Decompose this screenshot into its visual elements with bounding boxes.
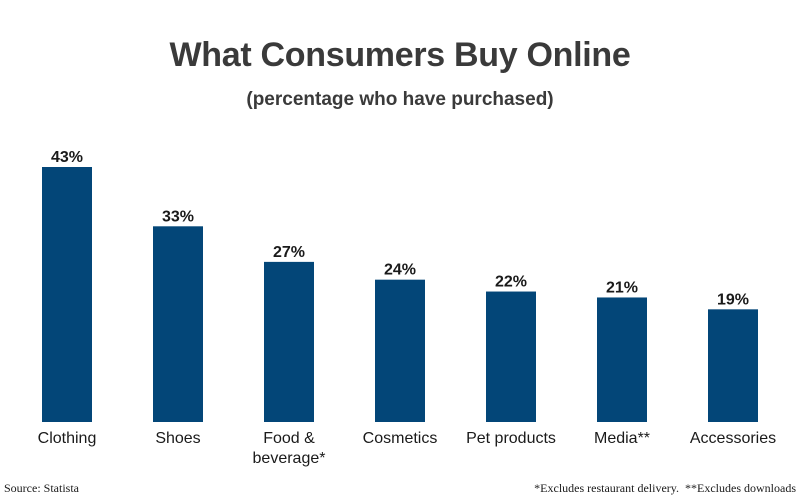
value-label-4: 22%: [495, 274, 527, 291]
category-label-2: Food & beverage*: [253, 430, 326, 467]
bar-0: [42, 167, 92, 422]
bar-6: [708, 309, 758, 422]
category-label-3: Cosmetics: [363, 430, 438, 447]
bar-2: [264, 261, 314, 422]
value-label-6: 19%: [717, 291, 749, 308]
category-label-5: Media**: [594, 430, 650, 447]
bar-1: [153, 226, 203, 422]
bar-4: [486, 291, 536, 422]
value-label-3: 24%: [384, 262, 416, 279]
chart-title: What Consumers Buy Online: [169, 36, 631, 74]
bar-3: [375, 279, 425, 422]
footnotes: *Excludes restaurant delivery. **Exclude…: [534, 481, 796, 495]
value-label-0: 43%: [51, 149, 83, 166]
value-label-1: 33%: [162, 208, 194, 225]
value-label-5: 21%: [606, 279, 638, 296]
category-label-0: Clothing: [38, 430, 97, 447]
category-label-4: Pet products: [466, 430, 556, 447]
category-label-6: Accessories: [690, 430, 776, 447]
value-label-2: 27%: [273, 244, 305, 261]
chart-subtitle: (percentage who have purchased): [246, 89, 554, 110]
bar-5: [597, 297, 647, 422]
category-label-1: Shoes: [155, 430, 200, 447]
source-note: Source: Statista: [4, 481, 79, 495]
